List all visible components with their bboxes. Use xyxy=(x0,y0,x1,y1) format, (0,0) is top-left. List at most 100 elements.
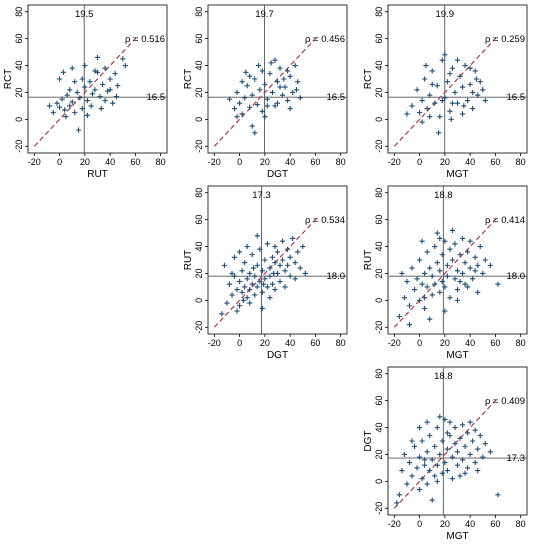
data-point xyxy=(442,284,448,290)
data-point xyxy=(427,433,433,439)
data-point xyxy=(290,235,296,242)
data-point xyxy=(409,265,415,271)
y-tick-label: 80 xyxy=(194,188,204,198)
correlation-label: ρ = 0.414 xyxy=(485,215,525,226)
data-point xyxy=(477,433,483,439)
y-tick-label: 0 xyxy=(194,117,204,122)
data-point xyxy=(480,270,486,277)
data-point xyxy=(411,443,418,449)
x-tick-label: 0 xyxy=(237,338,242,348)
data-point xyxy=(447,419,453,425)
data-point xyxy=(422,295,428,301)
data-point xyxy=(84,97,90,104)
data-point xyxy=(487,449,493,455)
x-tick-label: 0 xyxy=(417,338,422,348)
data-point xyxy=(234,287,240,293)
scatter-panel-r1c3: -20 0 20 40 60 80 -20 0 20 40 60 80 MGT RCT 19.9 16.5 ρ … xyxy=(363,4,528,180)
data-point xyxy=(477,79,483,85)
data-point xyxy=(457,252,463,258)
data-point xyxy=(467,65,473,71)
data-point xyxy=(401,295,408,301)
data-point xyxy=(62,107,68,113)
data-point xyxy=(396,313,402,320)
data-point xyxy=(467,238,473,244)
data-point xyxy=(234,89,240,96)
data-point xyxy=(302,270,308,277)
y-tick-label: 40 xyxy=(14,61,24,71)
data-point xyxy=(234,114,240,120)
data-point xyxy=(459,270,466,277)
data-point xyxy=(229,270,235,277)
data-point xyxy=(449,257,456,263)
data-point xyxy=(434,260,440,266)
horizontal-line-value: 16.5 xyxy=(507,92,526,103)
data-point xyxy=(264,241,270,247)
data-point xyxy=(470,438,476,444)
data-point xyxy=(56,76,63,82)
data-point xyxy=(282,284,288,290)
data-point xyxy=(249,123,255,129)
y-axis-title: RUT xyxy=(183,250,194,271)
data-point xyxy=(257,278,263,285)
data-point xyxy=(102,65,108,71)
data-point xyxy=(264,103,270,109)
data-point xyxy=(69,65,75,71)
correlation-label: ρ = 0.534 xyxy=(305,215,345,226)
data-point xyxy=(495,281,501,287)
x-axis-title: DGT xyxy=(267,350,288,361)
x-tick-label: 20 xyxy=(260,338,270,348)
scatter-panel-r1c2: -20 0 20 40 60 80 -20 0 20 40 60 80 DGT RCT 19.7 16.5 ρ … xyxy=(183,4,348,180)
data-point xyxy=(262,81,268,87)
data-point xyxy=(406,321,413,328)
data-point xyxy=(467,265,473,271)
data-point xyxy=(285,262,291,268)
data-point xyxy=(434,462,440,468)
data-point xyxy=(439,97,445,104)
y-tick-label: 20 xyxy=(374,87,384,97)
data-point xyxy=(439,438,445,444)
data-point xyxy=(92,87,98,93)
data-point xyxy=(259,268,265,274)
data-point xyxy=(427,316,433,322)
data-point xyxy=(267,273,273,279)
data-point xyxy=(447,246,453,252)
data-point xyxy=(437,451,443,458)
data-point xyxy=(244,276,250,282)
data-point xyxy=(459,235,466,242)
data-point xyxy=(267,265,273,271)
data-point xyxy=(465,249,471,255)
data-point xyxy=(46,103,53,109)
data-point xyxy=(231,254,238,260)
data-point xyxy=(422,76,428,82)
x-tick-label: -20 xyxy=(388,157,401,167)
data-point xyxy=(454,268,461,274)
data-point xyxy=(84,112,90,118)
y-tick-label: -20 xyxy=(374,321,384,334)
data-point xyxy=(287,254,293,260)
data-point xyxy=(432,443,438,449)
data-point xyxy=(236,249,243,255)
data-point xyxy=(252,292,258,298)
data-point xyxy=(406,459,413,466)
scatter-panel-r2c3: -20 0 20 40 60 80 -20 0 20 40 60 80 MGT RUT 18.8 18.0 ρ … xyxy=(363,185,528,361)
data-point xyxy=(79,106,85,112)
data-point xyxy=(99,81,106,87)
x-tick-label: 80 xyxy=(516,338,526,348)
data-point xyxy=(454,449,461,455)
data-point xyxy=(419,281,425,287)
data-point xyxy=(252,130,258,136)
data-point xyxy=(414,465,420,471)
y-axis-title: RCT xyxy=(3,69,14,90)
data-point xyxy=(250,265,257,271)
data-point xyxy=(254,262,260,268)
y-tick-label: 60 xyxy=(194,34,204,44)
data-point xyxy=(424,481,430,487)
data-point xyxy=(254,233,260,239)
data-point xyxy=(282,268,288,274)
data-point xyxy=(424,249,430,255)
data-point xyxy=(439,57,445,63)
y-axis-title: RUT xyxy=(363,250,374,271)
data-point xyxy=(262,276,268,282)
plot-frame xyxy=(387,185,528,335)
y-tick-label: 20 xyxy=(194,268,204,278)
